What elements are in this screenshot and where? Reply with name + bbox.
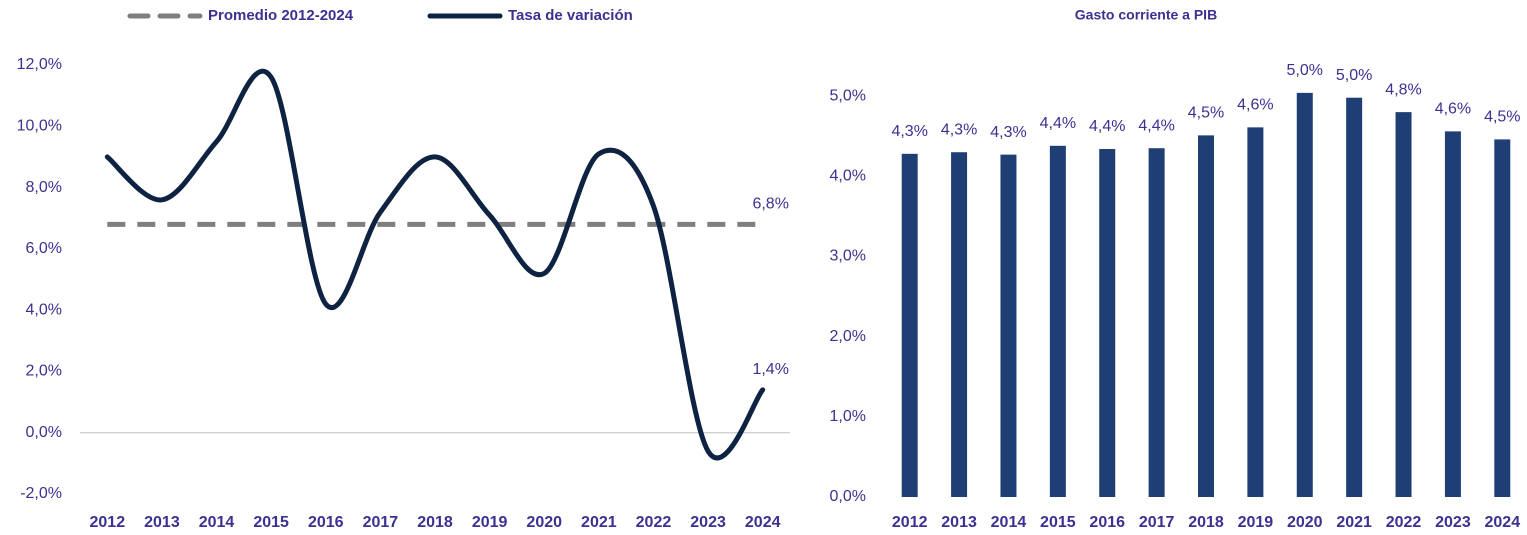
y-tick-label: 8,0% <box>26 179 62 196</box>
x-tick-label: 2021 <box>581 514 617 531</box>
data-label: 4,4% <box>1138 117 1174 134</box>
legend-label: Promedio 2012-2024 <box>208 7 354 24</box>
bar <box>1296 92 1313 497</box>
x-tick-label: 2014 <box>991 514 1027 531</box>
x-tick-label: 2024 <box>1485 514 1521 531</box>
y-tick-label: 12,0% <box>17 56 62 73</box>
bar <box>951 152 968 497</box>
data-label: 4,6% <box>1237 97 1273 114</box>
y-tick-label: 5,0% <box>830 87 866 104</box>
data-label: 5,0% <box>1336 67 1372 84</box>
data-label: 5,0% <box>1287 62 1323 79</box>
bar <box>1148 148 1165 497</box>
data-label: 4,3% <box>891 123 927 140</box>
x-tick-label: 2013 <box>144 514 180 531</box>
x-tick-label: 2016 <box>308 514 344 531</box>
bar <box>901 153 918 497</box>
bar <box>1000 154 1017 497</box>
line <box>104 68 766 461</box>
x-tick-label: 2018 <box>417 514 453 531</box>
bar <box>1395 112 1412 498</box>
y-tick-label: 1,0% <box>830 408 866 425</box>
data-label: 4,3% <box>941 121 977 138</box>
y-tick-label: 3,0% <box>830 248 866 265</box>
y-tick-label: 0,0% <box>26 424 62 441</box>
y-tick-label: 6,0% <box>26 240 62 257</box>
x-tick-label: 2020 <box>1287 514 1323 531</box>
y-tick-label: 2,0% <box>26 363 62 380</box>
y-tick-label: 4,0% <box>830 167 866 184</box>
data-label: 6,8% <box>752 196 788 213</box>
bar <box>1198 135 1214 497</box>
x-tick-label: 2023 <box>1435 514 1471 531</box>
x-tick-label: 2014 <box>199 514 235 531</box>
x-tick-label: 2015 <box>1040 514 1076 531</box>
x-tick-label: 2012 <box>90 514 126 531</box>
y-tick-label: 10,0% <box>17 118 62 135</box>
x-tick-label: 2023 <box>690 514 726 531</box>
x-tick-label: 2021 <box>1336 514 1372 531</box>
x-tick-label: 2017 <box>1139 514 1175 531</box>
data-label: 4,3% <box>990 124 1026 141</box>
chart-title: Gasto corriente a PIB <box>1075 7 1217 23</box>
x-tick-label: 2013 <box>941 514 977 531</box>
bar <box>1494 139 1511 497</box>
data-label: 4,5% <box>1188 105 1224 122</box>
legend-label: Tasa de variación <box>508 7 633 24</box>
x-tick-label: 2015 <box>253 514 289 531</box>
y-tick-label: 4,0% <box>26 301 62 318</box>
x-tick-label: 2022 <box>1386 514 1422 531</box>
x-tick-label: 2022 <box>636 514 672 531</box>
data-label: 1,4% <box>752 361 788 378</box>
data-label: 4,5% <box>1484 109 1520 126</box>
bar <box>1049 145 1066 497</box>
bar <box>1099 149 1116 497</box>
data-label: 4,4% <box>1089 118 1125 135</box>
data-label: 4,4% <box>1040 115 1076 132</box>
x-tick-label: 2017 <box>363 514 399 531</box>
x-tick-label: 2020 <box>526 514 562 531</box>
x-tick-label: 2024 <box>745 514 781 531</box>
x-tick-label: 2016 <box>1089 514 1125 531</box>
x-tick-label: 2012 <box>892 514 928 531</box>
y-tick-label: 0,0% <box>830 488 866 505</box>
x-tick-label: 2018 <box>1188 514 1224 531</box>
bar <box>1346 97 1363 497</box>
data-label: 4,8% <box>1385 81 1421 98</box>
y-tick-label: 2,0% <box>830 328 866 345</box>
data-label: 4,6% <box>1435 101 1471 118</box>
bar <box>1444 131 1461 497</box>
x-tick-label: 2019 <box>472 514 508 531</box>
bar <box>1247 127 1264 497</box>
y-tick-label: -2,0% <box>20 485 62 502</box>
x-tick-label: 2019 <box>1238 514 1274 531</box>
